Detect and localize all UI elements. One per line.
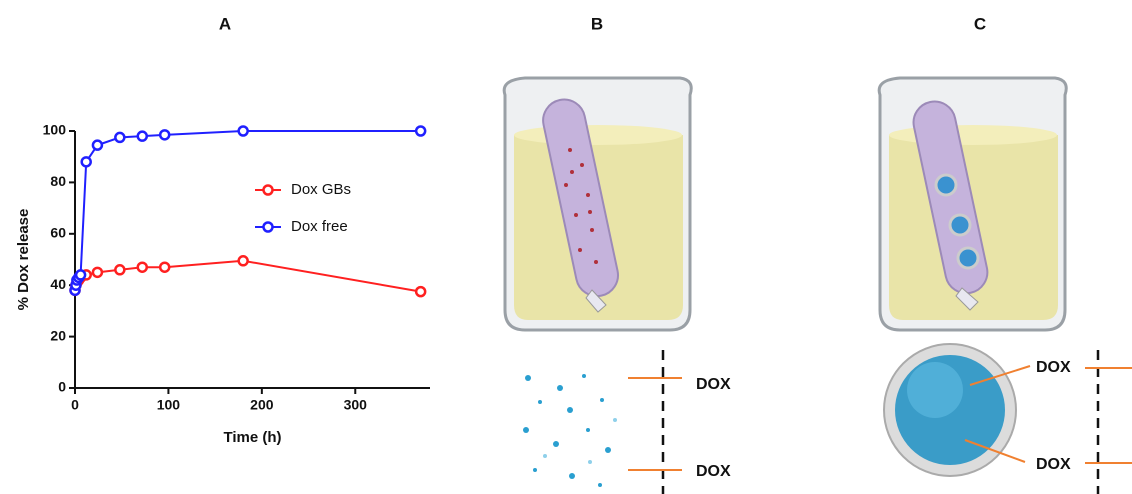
x-axis-label: Time (h) xyxy=(223,429,281,446)
data-point xyxy=(115,133,124,142)
data-point xyxy=(239,256,248,265)
legend-label: Dox GBs xyxy=(291,181,351,198)
y-tick-label: 60 xyxy=(50,225,66,241)
x-tick-label: 300 xyxy=(344,397,368,413)
data-point xyxy=(138,263,147,272)
beaker-b xyxy=(504,78,691,330)
x-tick-label: 100 xyxy=(157,397,181,413)
panel-label: B xyxy=(591,14,603,33)
y-tick-label: 80 xyxy=(50,173,66,189)
data-point xyxy=(93,268,102,277)
y-tick-label: 100 xyxy=(43,122,67,138)
dox-label: DOX xyxy=(696,463,731,480)
series-line xyxy=(75,261,421,292)
y-tick-label: 0 xyxy=(58,379,66,395)
y-axis-label: % Dox release xyxy=(15,209,32,311)
data-point xyxy=(160,130,169,139)
data-point xyxy=(93,141,102,150)
data-point xyxy=(416,127,425,136)
figure: A B C DOX DOX DOX DOX 0 20 40 60 80 100 0 100 20… xyxy=(0,0,1132,494)
x-tick-label: 0 xyxy=(71,397,79,413)
data-point xyxy=(115,265,124,274)
diffusion-b xyxy=(523,374,617,487)
legend-marker xyxy=(264,223,273,232)
dox-label: DOX xyxy=(696,376,731,393)
beaker-c xyxy=(879,78,1066,330)
panel-label: C xyxy=(974,14,986,33)
bead xyxy=(884,344,1016,476)
legend-marker xyxy=(264,186,273,195)
data-point xyxy=(76,270,85,279)
data-point xyxy=(160,263,169,272)
y-tick-label: 20 xyxy=(50,327,66,343)
dox-label: DOX xyxy=(1036,359,1071,376)
series-line xyxy=(75,131,421,290)
panel-label: A xyxy=(219,14,231,33)
data-point xyxy=(239,127,248,136)
y-tick-label: 40 xyxy=(50,276,66,292)
dox-label: DOX xyxy=(1036,456,1071,473)
data-point xyxy=(138,132,147,141)
data-point xyxy=(416,287,425,296)
data-point xyxy=(82,157,91,166)
arrows-b xyxy=(628,378,682,470)
legend-label: Dox free xyxy=(291,218,348,235)
x-tick-label: 200 xyxy=(250,397,274,413)
